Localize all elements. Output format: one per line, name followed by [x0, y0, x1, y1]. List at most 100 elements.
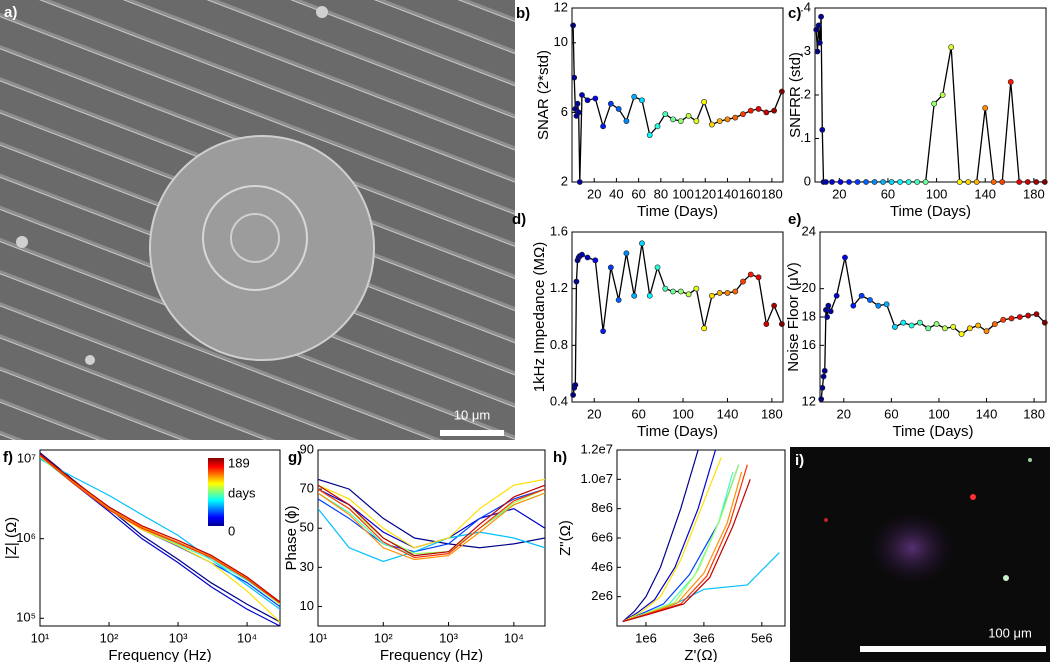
data-point: [771, 107, 778, 114]
data-point: [948, 44, 955, 51]
data-point: [572, 106, 579, 112]
data-point: [592, 257, 599, 264]
data-point: [740, 111, 746, 118]
panel-label: g): [288, 449, 302, 466]
data-point: [821, 367, 828, 374]
x-tick-label: 140: [974, 186, 996, 201]
data-point: [763, 109, 770, 116]
data-line: [622, 464, 748, 623]
y-tick-label: 24: [802, 223, 816, 238]
fluorescent-spot: [1028, 458, 1032, 462]
data-point: [999, 179, 1006, 185]
y-tick-label: 0.4: [550, 393, 568, 408]
y-tick-label: .3: [800, 43, 811, 58]
fluorescent-spot: [1003, 575, 1009, 581]
y-tick-label: 12: [802, 393, 816, 408]
data-point: [646, 292, 653, 299]
colorbar: [208, 458, 224, 526]
data-point: [888, 179, 895, 185]
x-tick-label: 180: [761, 406, 783, 421]
data-point: [1033, 179, 1040, 185]
data-point: [755, 274, 762, 281]
x-tick-label: 100: [672, 186, 694, 201]
x-axis-title: Time (Days): [637, 203, 718, 220]
data-point: [579, 251, 585, 258]
data-point: [763, 321, 770, 327]
data-line: [40, 458, 280, 610]
x-tick-label: 100: [926, 186, 948, 201]
electrode-site: [149, 135, 375, 361]
panel: b)Time (Days)SNAR (2*std)20 40 60 80 100 120 1…: [516, 0, 785, 220]
data-point: [883, 301, 890, 308]
x-tick-label: 10³: [169, 630, 188, 645]
x-tick-label: 180: [761, 186, 783, 201]
data-point: [654, 123, 661, 130]
data-point: [905, 179, 912, 185]
data-point: [842, 254, 848, 261]
data-point: [819, 126, 826, 133]
y-tick-label: 1.2e7: [580, 441, 613, 456]
data-point: [1000, 316, 1007, 323]
x-axis-title: Z'(Ω): [684, 647, 717, 662]
data-point: [677, 118, 684, 124]
x-tick-label: 140: [717, 186, 739, 201]
data-line: [318, 478, 545, 549]
particle: [316, 6, 328, 18]
fluorescence-image: 100 μm i): [790, 447, 1050, 662]
panel-label: h): [553, 449, 567, 466]
data-point: [990, 179, 997, 185]
data-point: [966, 325, 973, 332]
y-tick-label: 18: [802, 308, 816, 323]
data-point: [958, 331, 965, 337]
y-tick-label: 6e6: [591, 529, 613, 544]
panel: h) Z'(Ω) Z"(Ω) 1e6 3e6 5e6 2e6 4e6 6e6 8e6 1.0e7 1.…: [553, 441, 786, 662]
x-tick-label: 60: [631, 186, 645, 201]
data-point: [778, 88, 785, 95]
x-tick-label: 140: [717, 406, 739, 421]
data-point: [1033, 311, 1040, 318]
x-tick-label: 140: [976, 406, 998, 421]
x-tick-label: 60: [884, 406, 898, 421]
x-tick-label: 20: [832, 186, 846, 201]
panel-label: b): [516, 5, 530, 22]
y-tick-label: 12: [554, 0, 568, 14]
data-point: [701, 99, 708, 105]
data-point: [819, 384, 826, 391]
data-point: [922, 179, 929, 185]
panel-label: a): [4, 4, 17, 21]
data-line: [572, 25, 783, 182]
y-tick-label: 20: [802, 280, 816, 295]
panel-label: i): [795, 452, 804, 469]
data-point: [846, 179, 852, 185]
y-tick-label: 10⁷: [17, 451, 36, 466]
panel: e)Time (Days)Noise Floor (μV)20 60 100 140 1…: [785, 211, 1048, 440]
data-point: [631, 93, 638, 100]
data-point: [820, 373, 827, 380]
data-point: [693, 118, 700, 124]
data-point: [950, 324, 957, 330]
data-point: [917, 319, 923, 326]
data-point: [925, 325, 932, 332]
panel-label: f): [3, 449, 13, 466]
y-axis-title: Phase (ϕ): [283, 505, 300, 570]
y-tick-label: 10⁵: [16, 610, 36, 625]
data-point: [662, 111, 669, 118]
data-point: [584, 254, 591, 261]
data-point: [654, 264, 661, 271]
data-point: [1008, 315, 1015, 322]
x-tick-label: 20: [587, 186, 601, 201]
plot-frame: [819, 231, 1047, 403]
y-tick-label: 90: [300, 441, 314, 456]
plot-frame: [616, 449, 786, 627]
panel-label: c): [788, 5, 801, 22]
data-point: [1016, 314, 1023, 320]
data-point: [576, 179, 583, 185]
data-point: [607, 264, 614, 271]
data-point: [956, 179, 963, 185]
y-tick-label: .4: [800, 0, 811, 14]
data-point: [1041, 179, 1048, 185]
particle: [85, 355, 95, 365]
scale-bar: [860, 646, 1046, 652]
data-line: [318, 478, 545, 549]
